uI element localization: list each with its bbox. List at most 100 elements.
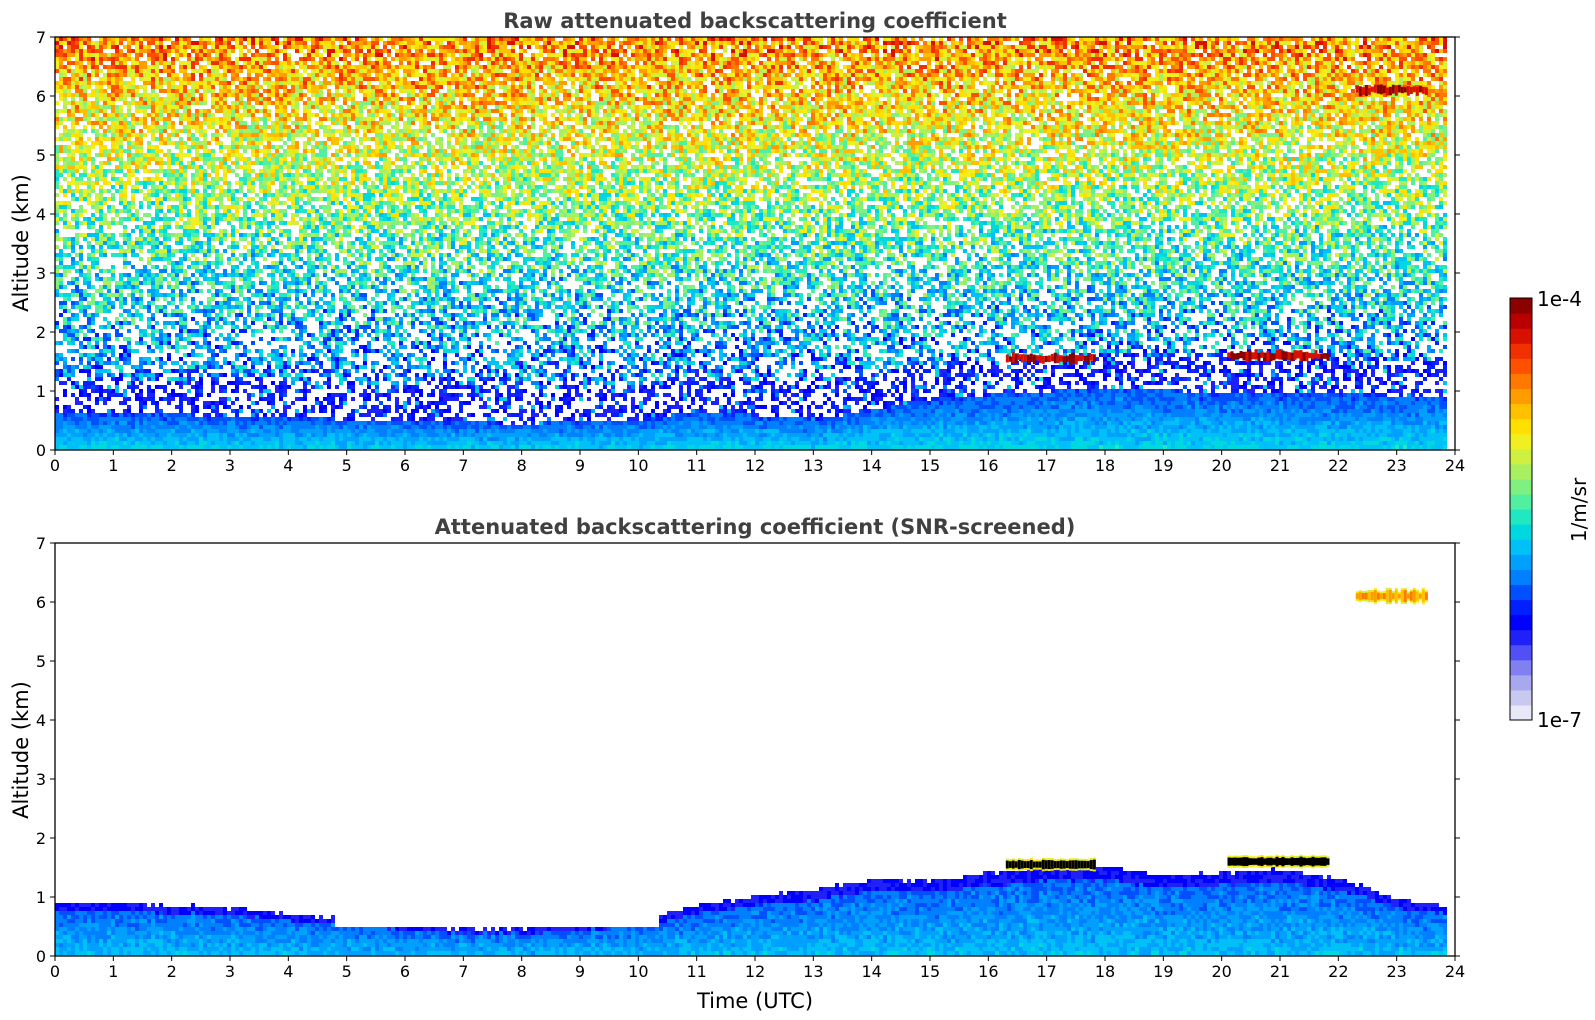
heatmap-cell: [227, 153, 231, 157]
heatmap-cell: [163, 269, 167, 273]
heatmap-cell: [215, 157, 219, 161]
heatmap-cell: [139, 249, 143, 253]
heatmap-cell: [191, 41, 195, 45]
heatmap-cell: [223, 285, 227, 289]
heatmap-cell: [291, 329, 295, 333]
heatmap-cell: [67, 41, 71, 45]
heatmap-cell: [235, 333, 239, 337]
heatmap-cell: [147, 413, 151, 417]
heatmap-cell: [67, 409, 71, 413]
heatmap-cell: [163, 141, 167, 145]
heatmap-cell: [219, 185, 223, 189]
heatmap-cell: [227, 149, 231, 153]
heatmap-cell: [175, 349, 179, 353]
heatmap-cell: [283, 193, 287, 197]
heatmap-cell: [255, 437, 259, 441]
heatmap-cell: [71, 341, 75, 345]
heatmap-cell: [135, 273, 139, 277]
heatmap-cell: [311, 273, 315, 277]
heatmap-cell: [271, 325, 275, 329]
heatmap-cell: [203, 49, 207, 53]
heatmap-cell: [199, 385, 203, 389]
heatmap-cell: [147, 101, 151, 105]
heatmap-cell: [111, 445, 115, 449]
heatmap-cell: [99, 153, 103, 157]
heatmap-cell: [135, 281, 139, 285]
heatmap-cell: [231, 257, 235, 261]
heatmap-cell: [195, 117, 199, 121]
heatmap-cell: [303, 69, 307, 73]
heatmap-cell: [283, 401, 287, 405]
heatmap-cell: [119, 129, 123, 133]
heatmap-cell: [195, 385, 199, 389]
heatmap-cell: [287, 149, 291, 153]
heatmap-cell: [79, 253, 83, 257]
heatmap-cell: [163, 429, 167, 433]
heatmap-cell: [75, 385, 79, 389]
heatmap-cell: [315, 429, 319, 433]
heatmap-cell: [187, 333, 191, 337]
heatmap-cell: [299, 353, 303, 357]
heatmap-cell: [91, 49, 95, 53]
heatmap-cell: [83, 77, 87, 81]
heatmap-cell: [95, 121, 99, 125]
heatmap-cell: [287, 289, 291, 293]
heatmap-cell: [195, 81, 199, 85]
heatmap-cell: [75, 329, 79, 333]
heatmap-cell: [219, 349, 223, 353]
heatmap-cell: [227, 85, 231, 89]
heatmap-cell: [91, 365, 95, 369]
heatmap-cell: [67, 253, 71, 257]
heatmap-cell: [191, 193, 195, 197]
heatmap-cell: [147, 317, 151, 321]
heatmap-cell: [251, 409, 255, 413]
heatmap-cell: [135, 433, 139, 437]
heatmap-cell: [255, 357, 259, 361]
heatmap-cell: [251, 433, 255, 437]
heatmap-cell: [119, 209, 123, 213]
heatmap-cell: [151, 57, 155, 61]
heatmap-cell: [135, 209, 139, 213]
heatmap-cell: [155, 105, 159, 109]
heatmap-cell: [199, 177, 203, 181]
heatmap-cell: [175, 429, 179, 433]
heatmap-cell: [131, 301, 135, 305]
heatmap-cell: [295, 325, 299, 329]
heatmap-cell: [299, 417, 303, 421]
heatmap-cell: [259, 125, 263, 129]
heatmap-cell: [235, 265, 239, 269]
heatmap-cell: [131, 57, 135, 61]
heatmap-cell: [251, 237, 255, 241]
heatmap-cell: [219, 77, 223, 81]
heatmap-cell: [87, 433, 91, 437]
heatmap-cell: [275, 37, 279, 41]
heatmap-cell: [283, 285, 287, 289]
heatmap-cell: [319, 265, 323, 269]
heatmap-cell: [227, 193, 231, 197]
heatmap-cell: [279, 217, 283, 221]
heatmap-cell: [219, 233, 223, 237]
heatmap-cell: [75, 81, 79, 85]
heatmap-cell: [143, 225, 147, 229]
heatmap-cell: [95, 233, 99, 237]
heatmap-cell: [75, 185, 79, 189]
heatmap-cell: [179, 429, 183, 433]
heatmap-cell: [219, 365, 223, 369]
heatmap-cell: [231, 37, 235, 41]
heatmap-cell: [63, 253, 67, 257]
heatmap-cell: [143, 101, 147, 105]
heatmap-cell: [75, 133, 79, 137]
heatmap-cell: [247, 65, 251, 69]
heatmap-cell: [87, 381, 91, 385]
heatmap-cell: [163, 217, 167, 221]
heatmap-cell: [87, 253, 91, 257]
heatmap-cell: [187, 77, 191, 81]
heatmap-cell: [275, 81, 279, 85]
heatmap-cell: [259, 349, 263, 353]
heatmap-cell: [319, 425, 323, 429]
heatmap-cell: [83, 141, 87, 145]
heatmap-cell: [79, 161, 83, 165]
heatmap-cell: [107, 73, 111, 77]
heatmap-cell: [171, 433, 175, 437]
heatmap-cell: [207, 197, 211, 201]
